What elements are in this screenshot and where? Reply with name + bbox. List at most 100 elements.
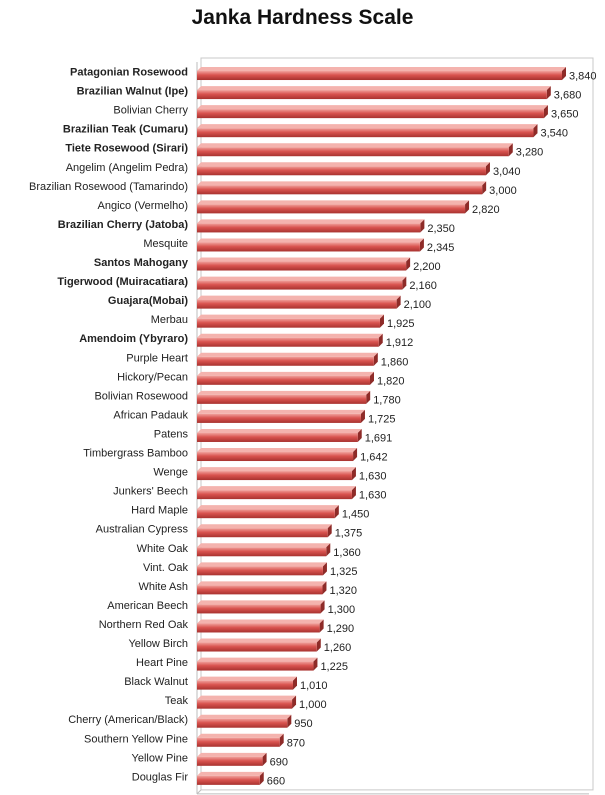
bar-end-face (287, 714, 292, 728)
bar-top-face (197, 409, 365, 414)
bar-end-face (334, 505, 339, 519)
bar-end-face (402, 276, 407, 290)
bar-top-face (197, 390, 371, 395)
bar-end-face (485, 162, 490, 176)
bar (197, 280, 403, 290)
bar-top-face (197, 143, 513, 148)
bar (197, 452, 354, 462)
bar-end-face (482, 181, 487, 195)
bar (197, 147, 509, 157)
bar-end-face (351, 486, 356, 500)
data-label: 1,000 (299, 699, 327, 711)
chart-title: Janka Hardness Scale (191, 6, 414, 29)
bar (197, 528, 328, 538)
bar (197, 261, 407, 271)
bar (197, 242, 420, 252)
bar-top-face (197, 181, 487, 186)
bar-end-face (292, 695, 297, 709)
bar-end-face (326, 543, 331, 557)
bar-end-face (262, 752, 267, 766)
bar-top-face (197, 714, 292, 719)
bar-end-face (351, 467, 356, 481)
bar (197, 394, 367, 404)
data-label: 1,780 (373, 394, 401, 406)
data-label: 1,691 (365, 432, 393, 444)
data-label: 2,350 (427, 223, 455, 235)
bar-top-face (197, 86, 551, 91)
bar-end-face (543, 105, 548, 119)
bar-top-face (197, 505, 339, 510)
bar (197, 375, 370, 385)
category-label: Brazilian Rosewood (Tamarindo) (29, 181, 188, 193)
bar (197, 566, 323, 576)
bar-top-face (197, 333, 383, 338)
data-label: 1,260 (324, 642, 352, 654)
bar-end-face (360, 409, 365, 423)
data-label: 950 (294, 718, 312, 730)
bar (197, 680, 294, 690)
bar (197, 71, 562, 81)
bar-end-face (366, 390, 371, 404)
data-label: 3,040 (493, 166, 521, 178)
category-label: Bolivian Rosewood (94, 390, 188, 402)
data-label: 1,325 (330, 566, 358, 578)
bar (197, 699, 293, 709)
category-label: Brazilian Walnut (Ipe) (77, 86, 189, 98)
bar-end-face (419, 238, 424, 252)
category-label: Bolivian Cherry (113, 105, 188, 117)
bar-end-face (316, 638, 321, 652)
bar-top-face (197, 619, 324, 624)
bar (197, 413, 361, 423)
data-label: 2,160 (409, 280, 437, 292)
data-label: 3,540 (540, 128, 568, 140)
category-label: Australian Cypress (96, 524, 189, 536)
bar-top-face (197, 600, 325, 605)
category-label: Yellow Birch (128, 638, 188, 650)
data-label: 1,375 (335, 528, 363, 540)
bar-top-face (197, 257, 411, 262)
category-label: Junkers' Beech (113, 486, 188, 498)
data-label: 1,912 (386, 337, 414, 349)
bar-end-face (313, 657, 318, 671)
bar-top-face (197, 543, 331, 548)
category-label: Heart Pine (136, 657, 188, 669)
category-label: Hard Maple (131, 505, 188, 517)
bar-top-face (197, 638, 321, 643)
bar (197, 223, 421, 233)
category-label: Guajara(Mobai) (108, 295, 188, 307)
category-label: Black Walnut (124, 676, 188, 688)
data-label: 660 (267, 775, 285, 787)
bar-end-face (379, 314, 384, 328)
bar-top-face (197, 276, 407, 281)
bar-top-face (197, 486, 356, 491)
bar (197, 661, 314, 671)
category-label: Northern Red Oak (99, 619, 189, 631)
bar-top-face (197, 676, 298, 681)
data-label: 1,925 (387, 318, 415, 330)
bar-top-face (197, 428, 362, 433)
bar-end-face (279, 733, 284, 747)
bar (197, 128, 534, 138)
category-label: Vint. Oak (143, 562, 189, 574)
category-label: Tiete Rosewood (Sirari) (65, 143, 188, 155)
bar-top-face (197, 314, 384, 319)
bar-end-face (293, 676, 298, 690)
category-label: Purple Heart (126, 352, 188, 364)
data-label: 1,860 (381, 356, 409, 368)
category-label: Merbau (151, 314, 188, 326)
category-label: Amendoim (Ybyraro) (79, 333, 188, 345)
bar (197, 585, 323, 595)
bar (197, 299, 397, 309)
bar-top-face (197, 295, 401, 300)
bar-top-face (197, 733, 284, 738)
bar (197, 547, 327, 557)
bar (197, 109, 544, 119)
bar-top-face (197, 352, 378, 357)
bar (197, 509, 335, 519)
bar-top-face (197, 524, 332, 529)
data-label: 1,630 (359, 471, 387, 483)
data-label: 3,680 (554, 90, 582, 102)
bar-top-face (197, 448, 358, 453)
bar (197, 604, 321, 614)
